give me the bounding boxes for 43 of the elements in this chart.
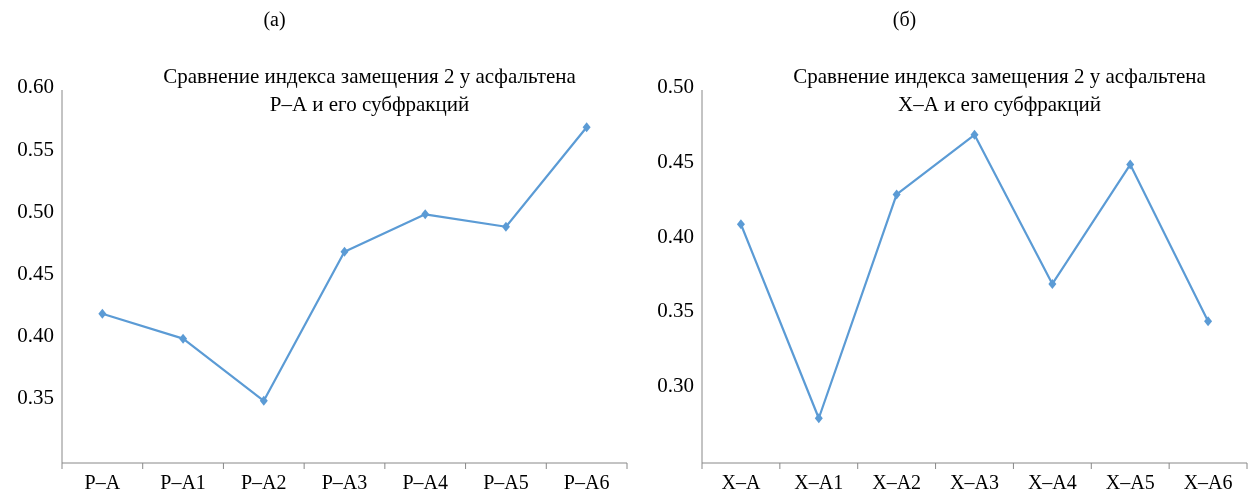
point: [1048, 278, 1057, 289]
y-tick-label: 0.35: [17, 385, 54, 410]
y-tick-label: 0.35: [657, 298, 694, 323]
x-tick-label: Р–А5: [483, 471, 529, 493]
point: [1126, 159, 1135, 170]
chart-title: Сравнение индекса замещения 2 у асфальтена Р–А и его субфракций: [163, 64, 577, 116]
point: [970, 129, 979, 140]
x-tick-label: Р–А6: [563, 471, 610, 493]
x-tick-label: Х–А5: [1105, 471, 1155, 493]
point: [1204, 316, 1213, 327]
chart-title: Сравнение индекса замещения 2 у асфальтена Х–А и его субфракций: [793, 64, 1207, 116]
text: (б): [892, 8, 917, 31]
point: [814, 413, 823, 424]
point: [179, 333, 188, 344]
y-tick-label: 0.30: [657, 372, 694, 397]
y-tick-label: 0.55: [17, 136, 54, 161]
y-tick-label: 0.60: [17, 74, 54, 99]
x-tick-label: Р–А: [84, 471, 121, 493]
x-tick-label: Х–А2: [872, 471, 922, 493]
y-tick-label: 0.45: [657, 149, 694, 174]
point: [501, 221, 510, 232]
x-tick-label: Х–А3: [950, 471, 999, 493]
point: [421, 209, 430, 220]
x-tick-label: Р–А3: [321, 471, 368, 493]
x-tick-label: Р–А2: [241, 471, 287, 493]
point: [340, 246, 349, 257]
point: [892, 189, 901, 200]
y-tick-label: 0.50: [657, 74, 694, 99]
x-tick-label: Р–А4: [402, 471, 448, 493]
text: (а): [263, 8, 286, 31]
x-tick-label: Х–А6: [1183, 471, 1233, 493]
x-tick-label: Х–А4: [1027, 471, 1077, 493]
x-tick-label: Р–А1: [160, 471, 206, 493]
y-tick-label: 0.45: [17, 260, 54, 285]
x-tick-label: Х–А1: [794, 471, 844, 493]
x-tick-label: Х–А: [721, 471, 761, 493]
point: [736, 219, 745, 230]
point: [582, 122, 591, 133]
y-tick-label: 0.50: [17, 198, 54, 223]
point: [98, 308, 107, 319]
point: [259, 395, 268, 406]
y-tick-label: 0.40: [657, 223, 694, 248]
y-tick-label: 0.40: [17, 323, 54, 348]
